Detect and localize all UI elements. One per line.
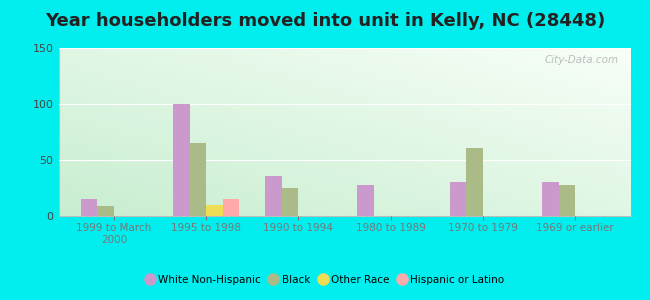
Bar bbox=[190, 143, 206, 216]
Bar bbox=[223, 199, 239, 216]
Text: Year householders moved into unit in Kelly, NC (28448): Year householders moved into unit in Kel… bbox=[45, 12, 605, 30]
Bar bbox=[542, 182, 558, 216]
Bar bbox=[558, 184, 575, 216]
Bar bbox=[98, 206, 114, 216]
Bar bbox=[173, 104, 190, 216]
Text: City-Data.com: City-Data.com bbox=[545, 55, 619, 65]
Bar bbox=[265, 176, 281, 216]
Legend: White Non-Hispanic, Black, Other Race, Hispanic or Latino: White Non-Hispanic, Black, Other Race, H… bbox=[142, 270, 508, 289]
Bar bbox=[358, 184, 374, 216]
Bar bbox=[450, 182, 466, 216]
Bar bbox=[81, 199, 98, 216]
Bar bbox=[466, 148, 483, 216]
Bar bbox=[206, 205, 223, 216]
Bar bbox=[281, 188, 298, 216]
